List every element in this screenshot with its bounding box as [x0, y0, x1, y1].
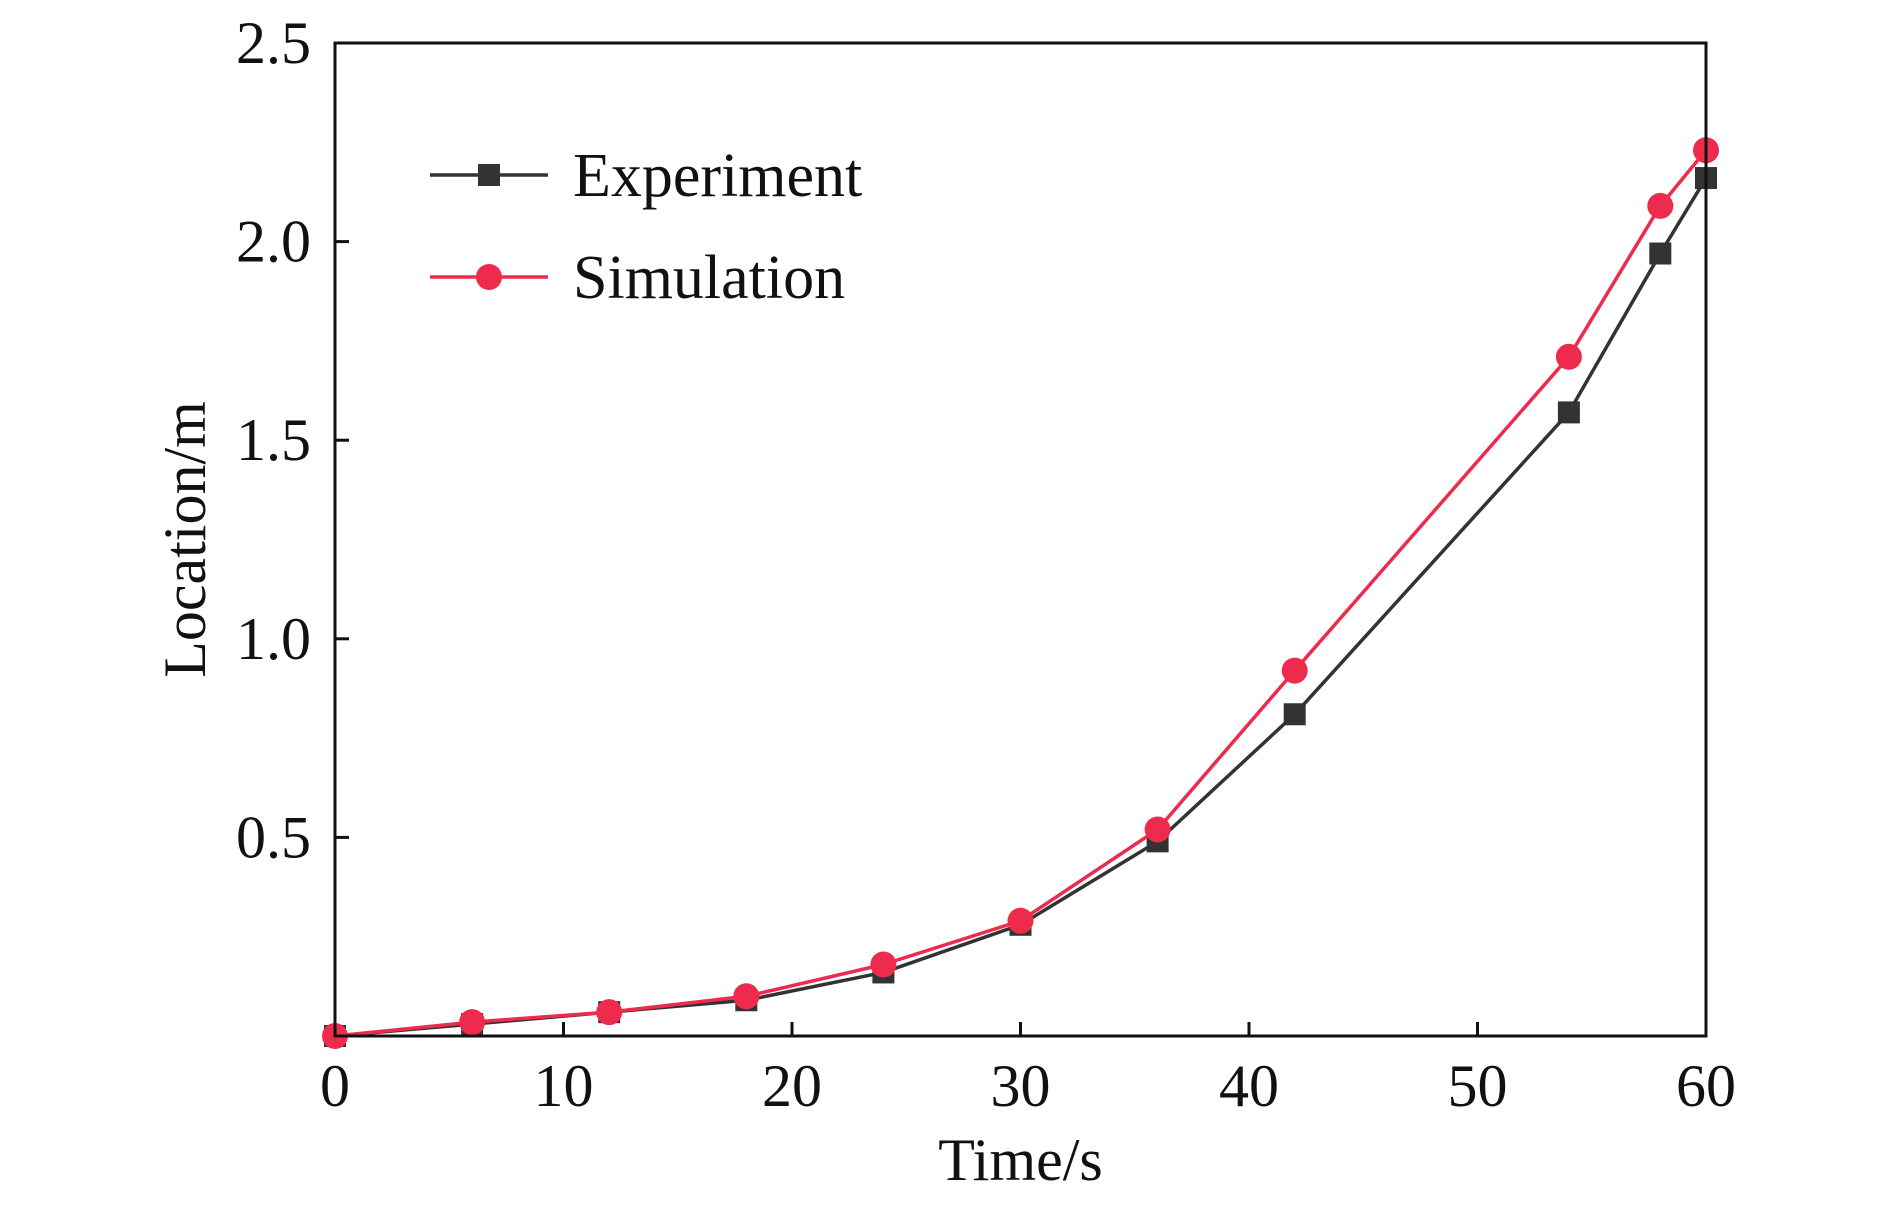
series-line-simulation: [334, 149, 1708, 1038]
series-lines: [322, 137, 1719, 1049]
y-tick-label: 2.0: [236, 209, 311, 275]
data-point-experiment: [1283, 703, 1306, 726]
plot-area-frame: [333, 41, 1708, 1038]
legend-label: Simulation: [573, 244, 845, 312]
y-tick-label: 1.0: [236, 606, 311, 672]
x-tick-label: 20: [762, 1053, 822, 1119]
legend: Experiment Simulation: [430, 142, 862, 312]
data-point-simulation: [1647, 192, 1674, 219]
data-point-simulation: [870, 951, 897, 978]
y-axis-title: Location/m: [152, 401, 218, 678]
data-point-experiment: [1557, 401, 1580, 424]
data-point-simulation: [1555, 343, 1582, 370]
data-point-experiment: [1649, 242, 1672, 265]
x-tick-label: 0: [320, 1053, 350, 1119]
axis-ticks: 0 10 20 30 40 50 60 0.5 1.0 1.5 2.0 2.5: [236, 10, 1736, 1119]
x-tick-label: 30: [991, 1053, 1051, 1119]
data-point-simulation: [596, 999, 623, 1026]
x-tick-label: 60: [1676, 1053, 1736, 1119]
y-tick-label: 2.5: [236, 10, 311, 76]
series-simulation: [322, 137, 1719, 1049]
data-point-simulation: [1144, 816, 1171, 843]
legend-item-experiment: Experiment: [430, 142, 862, 210]
x-tick-label: 50: [1448, 1053, 1508, 1119]
y-tick-label: 1.5: [236, 407, 311, 473]
data-point-simulation: [459, 1009, 486, 1036]
data-point-simulation: [1281, 657, 1308, 684]
legend-label: Experiment: [573, 142, 862, 210]
data-point-simulation: [1007, 907, 1034, 934]
x-axis-title: Time/s: [938, 1127, 1103, 1193]
data-point-simulation: [733, 983, 760, 1010]
legend-marker-circle: [476, 264, 502, 290]
x-tick-label: 40: [1219, 1053, 1279, 1119]
series-line-experiment: [334, 177, 1708, 1038]
legend-marker-square: [478, 164, 500, 186]
y-tick-label: 0.5: [236, 804, 311, 870]
legend-item-simulation: Simulation: [430, 244, 845, 312]
x-tick-label: 10: [534, 1053, 594, 1119]
